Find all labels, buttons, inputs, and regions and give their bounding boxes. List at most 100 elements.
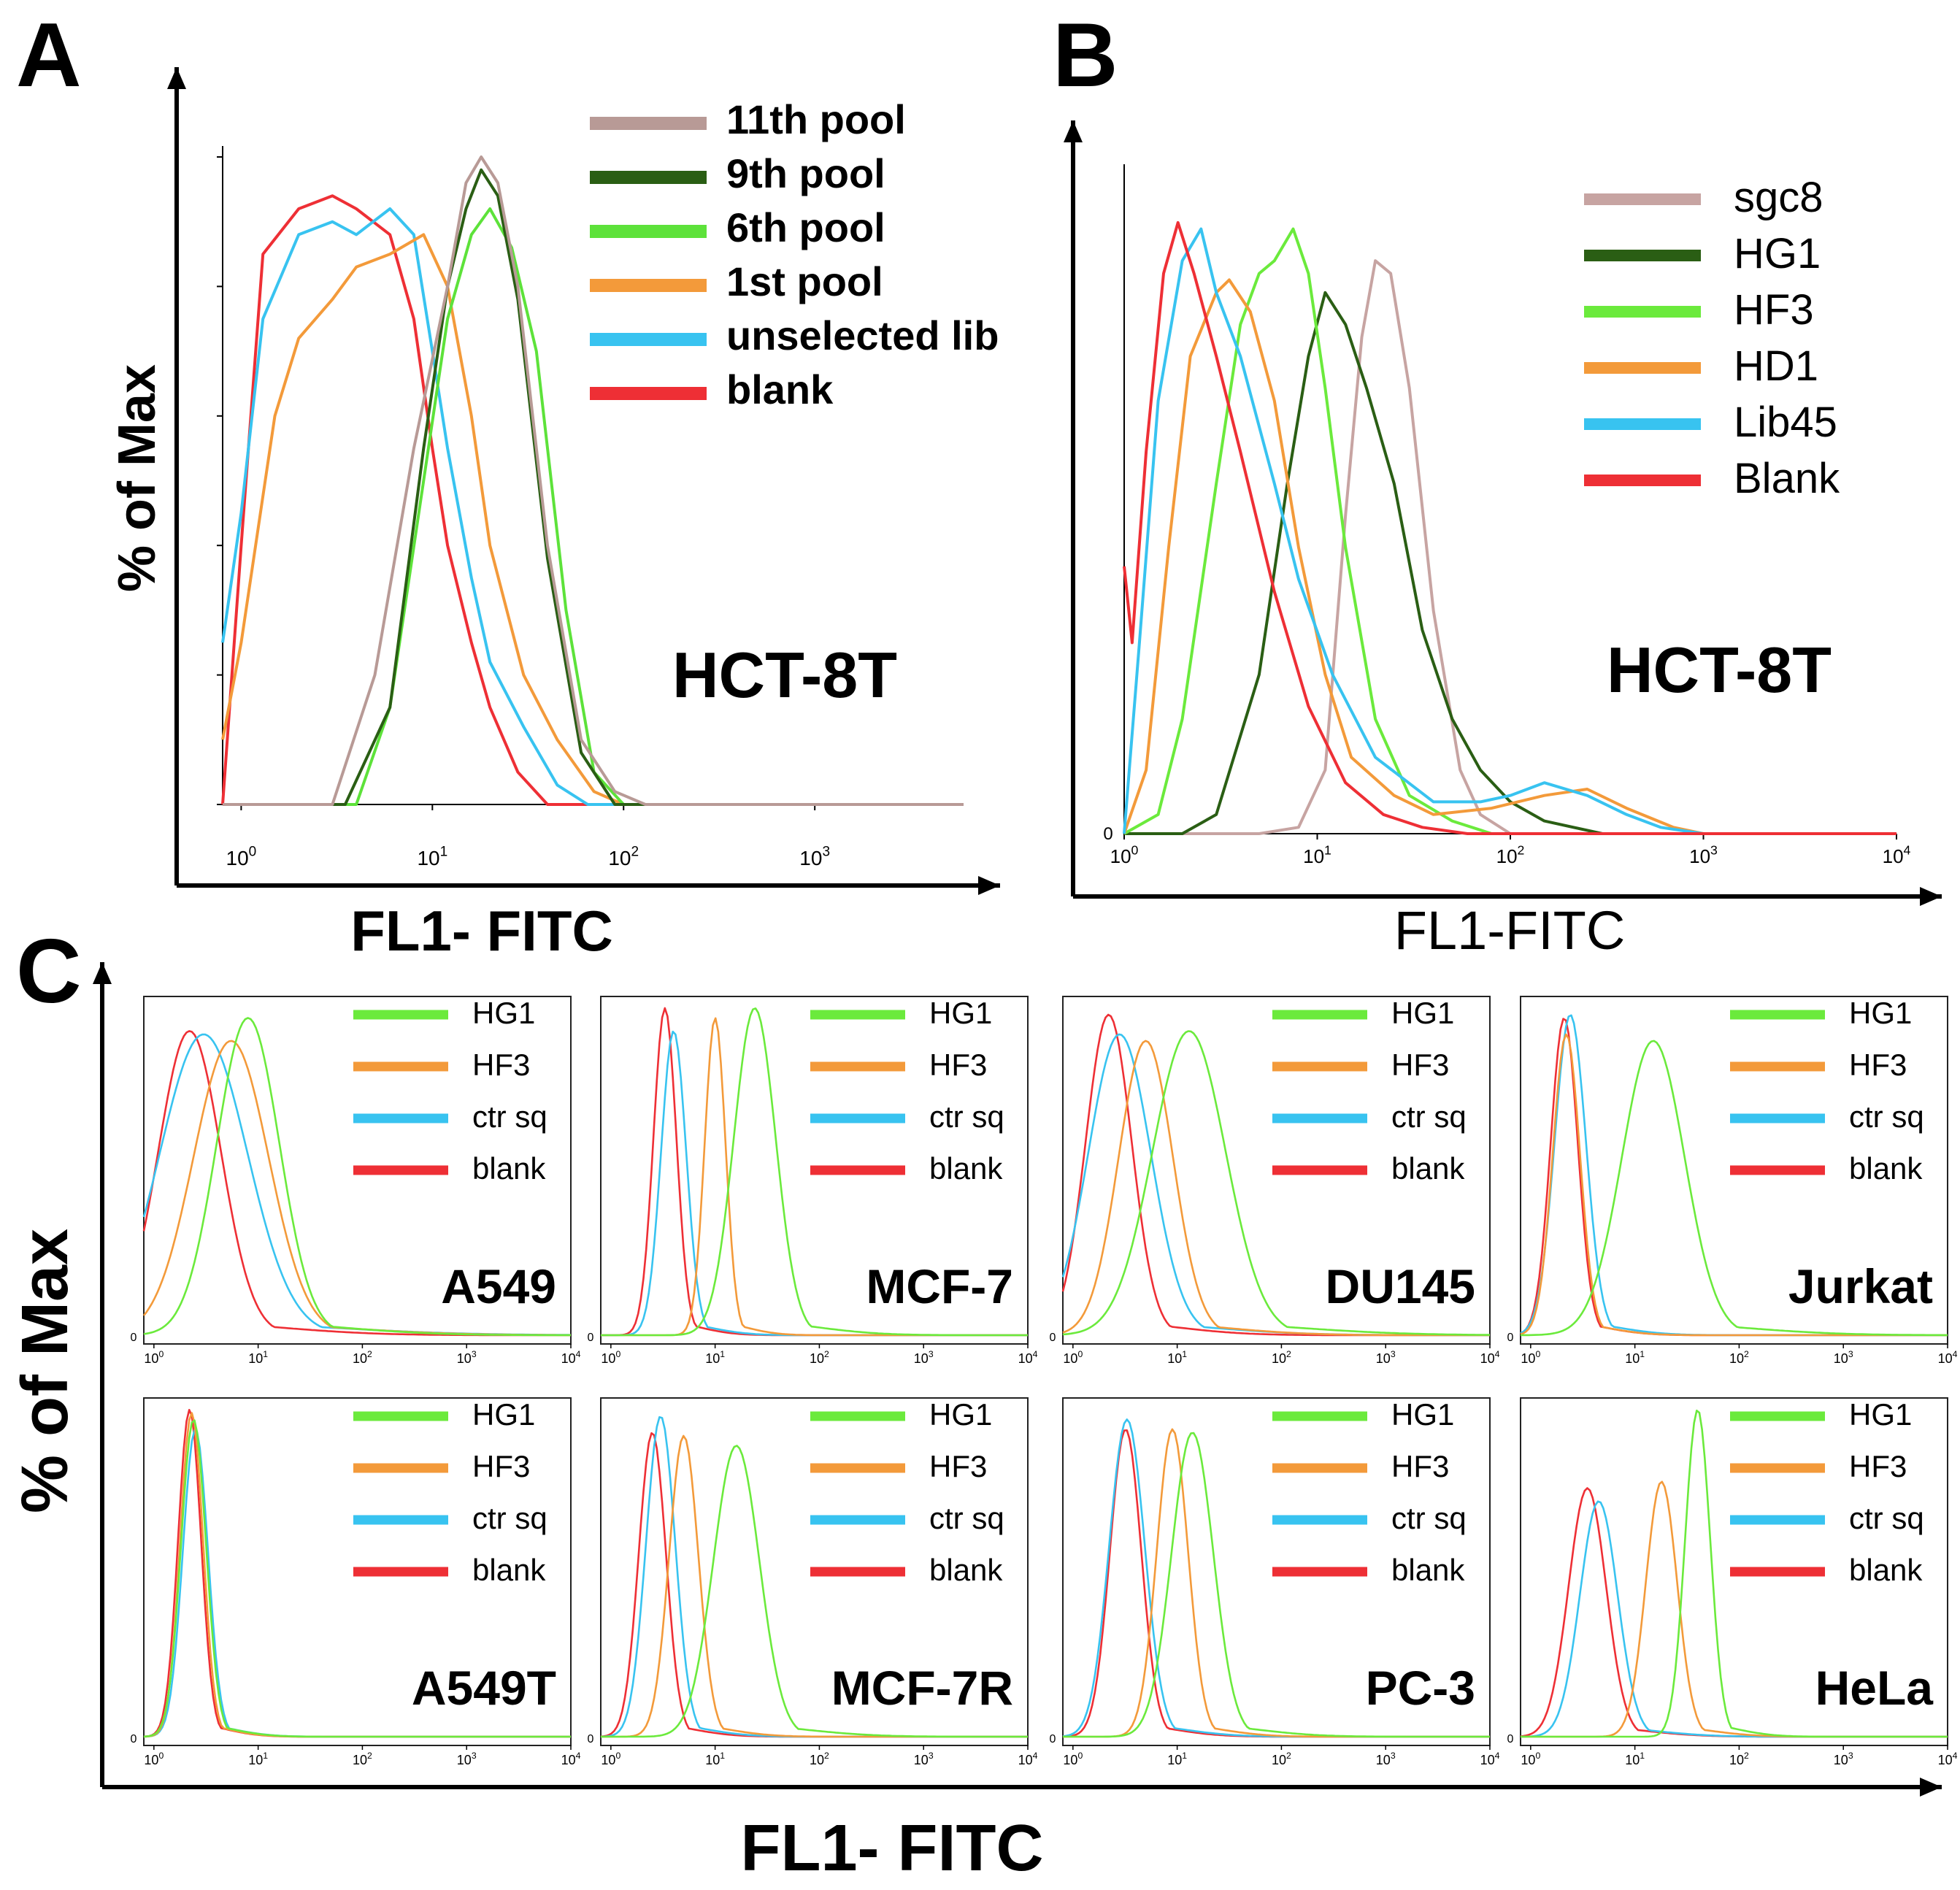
subplot-legend-label-3: blank xyxy=(472,1553,546,1587)
subplot-series-HG1 xyxy=(1062,1030,1490,1336)
subplot-xtick-label: 101 xyxy=(705,1349,725,1366)
subplot-y-zero: 0 xyxy=(1507,1332,1514,1344)
subplot-legend-label-1: HF3 xyxy=(1849,1048,1907,1082)
subplot-frame xyxy=(1062,996,1491,1345)
subplot-xtick-label: 100 xyxy=(144,1751,164,1767)
subplot-y-zero: 0 xyxy=(131,1332,137,1344)
panel-a-cell-line-label: HCT-8T xyxy=(672,639,897,711)
panel-b-legend-label-0: sgc8 xyxy=(1734,174,1823,221)
subplot-y-zero: 0 xyxy=(1050,1733,1056,1745)
subplot-xtick-label: 102 xyxy=(1272,1751,1291,1767)
panel-c-x-axis-head xyxy=(1920,1778,1942,1797)
panel-a-legend-label-5: blank xyxy=(726,366,834,412)
subplot-xtick-label: 100 xyxy=(601,1349,620,1366)
subplot-xtick-label: 100 xyxy=(1063,1751,1083,1767)
subplot-title: Jurkat xyxy=(1788,1259,1933,1313)
subplot-legend-label-2: ctr sq xyxy=(472,1099,547,1134)
subplot-series-HG1 xyxy=(1521,1410,1948,1738)
panel-a-legend-label-1: 9th pool xyxy=(726,150,885,196)
subplot-legend-label-0: HG1 xyxy=(929,996,992,1030)
subplot-xtick-label: 104 xyxy=(1018,1751,1038,1767)
subplot-xtick-label: 104 xyxy=(1018,1349,1038,1366)
subplot-y-zero: 0 xyxy=(131,1733,137,1745)
subplot-legend-label-3: blank xyxy=(929,1151,1003,1186)
panel-b-legend-label-4: Lib45 xyxy=(1734,399,1837,446)
subplot-xtick-label: 103 xyxy=(457,1751,477,1767)
panel-b-x-axis-head xyxy=(1920,887,1942,906)
subplot-xtick-label: 102 xyxy=(810,1349,829,1366)
subplot-xtick-label: 102 xyxy=(1272,1349,1291,1366)
panel-c: C FL1- FITC % of Max 0 100 101 102 103 104 HG1 HF3… xyxy=(9,921,1958,1885)
panel-a-series-1st-pool xyxy=(221,233,964,806)
subplot-legend-label-3: blank xyxy=(1849,1553,1923,1587)
subplot-xtick-label: 100 xyxy=(1521,1751,1540,1767)
subplot-legend-label-0: HG1 xyxy=(1849,1397,1912,1432)
panel-a-series-11th-pool xyxy=(223,155,964,806)
subplot-legend-label-3: blank xyxy=(1849,1151,1923,1186)
subplot-frame xyxy=(1062,1397,1491,1746)
subplot-series-HF3 xyxy=(1062,1040,1490,1337)
subplot-legend-label-2: ctr sq xyxy=(1849,1501,1924,1535)
subplot-series-HG1 xyxy=(601,1007,1028,1337)
subplot-xtick-label: 103 xyxy=(1376,1349,1396,1366)
panel-b-xtick-label-1: 101 xyxy=(1303,842,1331,867)
panel-a-x-axis-head xyxy=(978,876,1000,895)
panel-a-series-unselected-lib xyxy=(221,207,964,806)
panel-a-series-blank xyxy=(221,194,964,806)
panel-a-legend-label-4: unselected lib xyxy=(726,312,999,358)
subplot-xtick-label: 103 xyxy=(1834,1751,1853,1767)
panel-b-x-axis-title: FL1-FITC xyxy=(1394,900,1626,961)
subplot-title: MCF-7R xyxy=(831,1661,1013,1715)
subplot-legend-label-2: ctr sq xyxy=(929,1099,1004,1134)
subplot-xtick-label: 101 xyxy=(1167,1349,1187,1366)
panel-c-x-axis-title: FL1- FITC xyxy=(741,1812,1044,1885)
subplot-xtick-label: 102 xyxy=(353,1349,372,1366)
panel-c-y-axis-title: % of Max xyxy=(9,1229,82,1513)
panel-b-xtick-label-3: 103 xyxy=(1689,842,1718,867)
subplot-xtick-label: 102 xyxy=(810,1751,829,1767)
panel-b-legend-label-3: HD1 xyxy=(1734,342,1818,390)
panel-a-y-axis-title: % of Max xyxy=(108,364,166,592)
subplot-y-zero: 0 xyxy=(1507,1733,1514,1745)
panel-c-y-axis-head xyxy=(93,962,112,984)
panel-b-xtick-label-4: 104 xyxy=(1883,842,1911,867)
subplot-legend-label-3: blank xyxy=(929,1553,1003,1587)
subplot-xtick-label: 104 xyxy=(1480,1751,1500,1767)
subplot-series-HG1 xyxy=(143,1419,571,1738)
subplot-xtick-label: 101 xyxy=(248,1349,268,1366)
subplot-Jurkat: 0 100 101 102 103 104 HG1 HF3 ctr sq blank Jurkat xyxy=(1507,996,1958,1366)
subplot-title: A549T xyxy=(412,1661,556,1715)
subplot-legend-label-2: ctr sq xyxy=(1391,1501,1467,1535)
subplot-A549: 0 100 101 102 103 104 HG1 HF3 ctr sq blank A549 xyxy=(131,996,581,1366)
subplot-xtick-label: 100 xyxy=(601,1751,620,1767)
panel-b-legend-label-2: HF3 xyxy=(1734,286,1814,334)
panel-b-series-HG1 xyxy=(1124,291,1896,835)
subplot-xtick-label: 103 xyxy=(914,1751,934,1767)
subplot-xtick-label: 100 xyxy=(1063,1349,1083,1366)
subplot-xtick-label: 104 xyxy=(1938,1349,1958,1366)
subplot-PC-3: 0 100 101 102 103 104 HG1 HF3 ctr sq blank PC-3 xyxy=(1050,1397,1500,1767)
subplot-xtick-label: 102 xyxy=(1729,1751,1749,1767)
subplot-xtick-label: 103 xyxy=(1376,1751,1396,1767)
panel-b-series-sgc8 xyxy=(1124,259,1896,835)
subplot-series-HG1 xyxy=(1063,1432,1490,1738)
panel-b-xtick-label-0: 100 xyxy=(1110,842,1139,867)
subplot-xtick-label: 103 xyxy=(1834,1349,1853,1366)
subplot-legend-label-1: HF3 xyxy=(1849,1449,1907,1483)
subplot-legend-label-1: HF3 xyxy=(1391,1449,1449,1483)
panel-a-xtick-label-3: 103 xyxy=(799,844,830,869)
panel-a: 100 101 102 103 11th pool 9th pool 6th pool 1st… xyxy=(16,5,1000,963)
subplot-xtick-label: 103 xyxy=(457,1349,477,1366)
panel-a-y-axis-head xyxy=(167,67,186,89)
subplot-xtick-label: 104 xyxy=(561,1349,581,1366)
subplot-y-zero: 0 xyxy=(588,1332,594,1344)
subplot-legend-label-2: ctr sq xyxy=(929,1501,1004,1535)
subplot-series-HG1 xyxy=(143,1017,572,1337)
panel-b-series-HF3 xyxy=(1123,227,1896,835)
subplot-legend-label-1: HF3 xyxy=(929,1048,987,1082)
subplot-MCF-7R: 0 100 101 102 103 104 HG1 HF3 ctr sq blank MCF-7R xyxy=(588,1397,1038,1767)
subplot-DU145: 0 100 101 102 103 104 HG1 HF3 ctr sq blank DU145 xyxy=(1050,996,1500,1366)
subplot-legend-label-0: HG1 xyxy=(929,1397,992,1432)
subplot-frame xyxy=(143,1397,572,1746)
panel-b-xtick-label-2: 102 xyxy=(1496,842,1525,867)
